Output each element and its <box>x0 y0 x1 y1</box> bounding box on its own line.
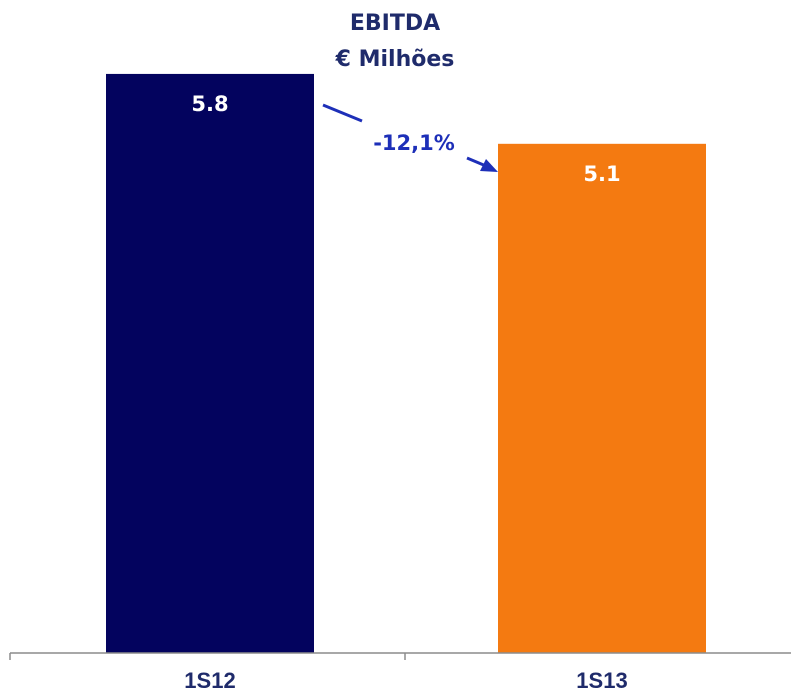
bar-value-label-1s12: 5.8 <box>191 92 228 116</box>
change-percentage: -12,1% <box>373 131 455 155</box>
bars-layer: 5.8 5.1 <box>106 74 706 653</box>
bar-1s13 <box>498 144 706 653</box>
bar-value-label-1s13: 5.1 <box>583 162 620 186</box>
x-tick-label-1s13: 1S13 <box>576 668 627 691</box>
x-tick-label-1s12: 1S12 <box>184 668 235 691</box>
chart-subtitle: € Milhões <box>335 47 455 72</box>
change-arrow-start-segment <box>323 105 362 121</box>
bar-1s12 <box>106 74 314 653</box>
chart-title: EBITDA <box>350 11 440 36</box>
change-annotation: -12,1% <box>323 105 498 172</box>
x-tick-labels: 1S12 1S13 <box>184 668 627 691</box>
